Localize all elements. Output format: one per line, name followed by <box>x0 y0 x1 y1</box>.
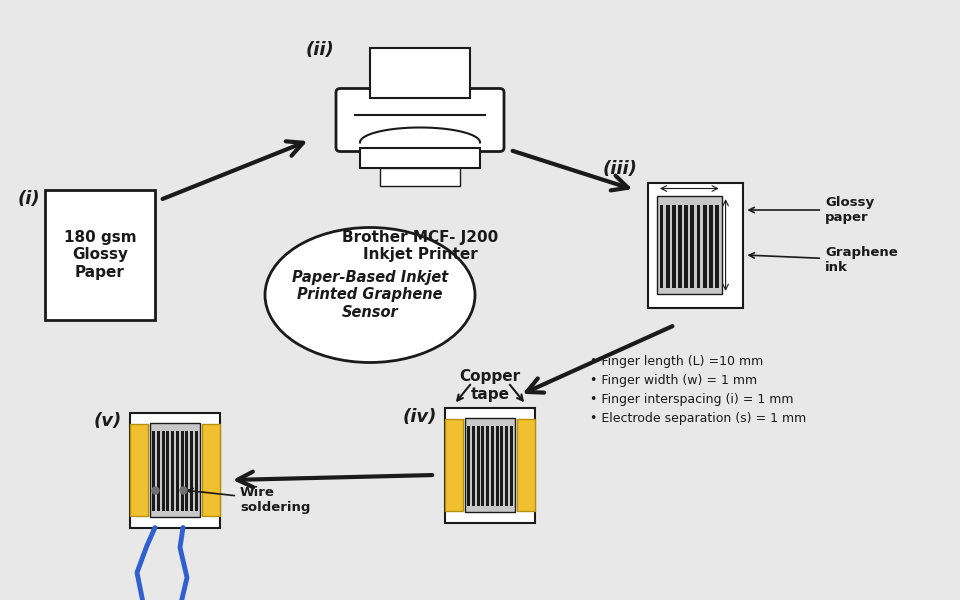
Bar <box>672 205 676 288</box>
Bar <box>500 427 503 506</box>
Bar <box>660 205 663 288</box>
Text: • Electrode separation (s) = 1 mm: • Electrode separation (s) = 1 mm <box>590 412 806 425</box>
Bar <box>476 427 480 506</box>
Bar <box>195 431 198 511</box>
Bar <box>485 437 486 506</box>
Bar <box>647 182 742 307</box>
Bar <box>713 205 715 278</box>
Bar <box>481 427 485 506</box>
Text: (iv): (iv) <box>402 407 437 425</box>
Bar <box>166 431 169 511</box>
Text: (ii): (ii) <box>305 41 334 59</box>
Bar <box>694 216 697 288</box>
Text: • Finger interspacing (i) = 1 mm: • Finger interspacing (i) = 1 mm <box>590 393 794 406</box>
Bar <box>130 424 148 516</box>
Ellipse shape <box>265 227 475 362</box>
Bar <box>657 196 722 294</box>
Bar <box>489 427 491 497</box>
Bar <box>491 427 493 506</box>
Bar <box>480 427 481 497</box>
Text: • Finger length (L) =10 mm: • Finger length (L) =10 mm <box>590 355 763 368</box>
Bar <box>193 431 195 502</box>
Bar <box>370 47 470 97</box>
Text: Graphene
ink: Graphene ink <box>749 246 898 274</box>
Text: Paper-Based Inkjet
Printed Graphene
Sensor: Paper-Based Inkjet Printed Graphene Sens… <box>292 270 448 320</box>
Bar <box>188 442 190 511</box>
Text: Wire
soldering: Wire soldering <box>187 486 310 514</box>
Bar <box>495 427 498 506</box>
Bar <box>159 442 161 511</box>
Bar <box>517 419 535 511</box>
Bar <box>183 431 185 502</box>
FancyBboxPatch shape <box>336 88 504 151</box>
Bar <box>185 431 188 511</box>
Bar <box>471 427 475 506</box>
Bar <box>156 431 159 511</box>
Text: Copper
tape: Copper tape <box>460 370 520 402</box>
Bar <box>684 205 688 288</box>
Bar <box>678 205 682 288</box>
Bar <box>688 205 690 278</box>
Bar <box>445 407 535 523</box>
Bar <box>150 423 200 517</box>
Bar <box>164 431 166 502</box>
Bar <box>171 431 174 511</box>
Bar <box>174 431 176 502</box>
Bar <box>169 442 171 511</box>
Bar <box>179 442 180 511</box>
Bar <box>470 427 471 497</box>
Bar <box>670 216 672 288</box>
Bar <box>467 427 470 506</box>
Bar <box>155 431 156 502</box>
Bar <box>709 205 713 288</box>
Text: 180 gsm
Glossy
Paper: 180 gsm Glossy Paper <box>63 230 136 280</box>
Bar <box>152 431 155 511</box>
Bar <box>697 205 701 288</box>
Bar <box>130 413 220 527</box>
Bar <box>161 431 164 511</box>
Bar <box>508 427 510 497</box>
Bar <box>445 419 463 511</box>
Bar <box>380 167 460 185</box>
Text: Glossy
paper: Glossy paper <box>749 196 875 224</box>
Bar <box>676 205 678 278</box>
Text: (v): (v) <box>94 413 122 431</box>
Bar <box>715 205 719 288</box>
Bar <box>498 427 500 497</box>
Bar <box>202 424 220 516</box>
Bar <box>703 205 707 288</box>
Bar <box>45 190 155 320</box>
Bar <box>510 427 513 506</box>
Bar <box>465 418 515 512</box>
Bar <box>690 205 694 288</box>
Bar <box>176 431 179 511</box>
Text: (i): (i) <box>17 190 40 208</box>
Text: Brother MCF- J200
Inkjet Printer: Brother MCF- J200 Inkjet Printer <box>342 230 498 262</box>
Bar <box>360 148 480 167</box>
Bar <box>663 205 665 278</box>
Bar <box>486 427 489 506</box>
Bar <box>503 437 505 506</box>
Bar <box>190 431 193 511</box>
Bar <box>475 437 476 506</box>
Bar <box>505 427 508 506</box>
Bar <box>682 216 684 288</box>
Bar <box>665 205 670 288</box>
Bar <box>493 437 495 506</box>
Bar <box>707 216 709 288</box>
Bar <box>701 205 703 278</box>
Text: • Finger width (w) = 1 mm: • Finger width (w) = 1 mm <box>590 374 757 387</box>
Bar <box>180 431 183 511</box>
Text: (iii): (iii) <box>603 160 637 178</box>
